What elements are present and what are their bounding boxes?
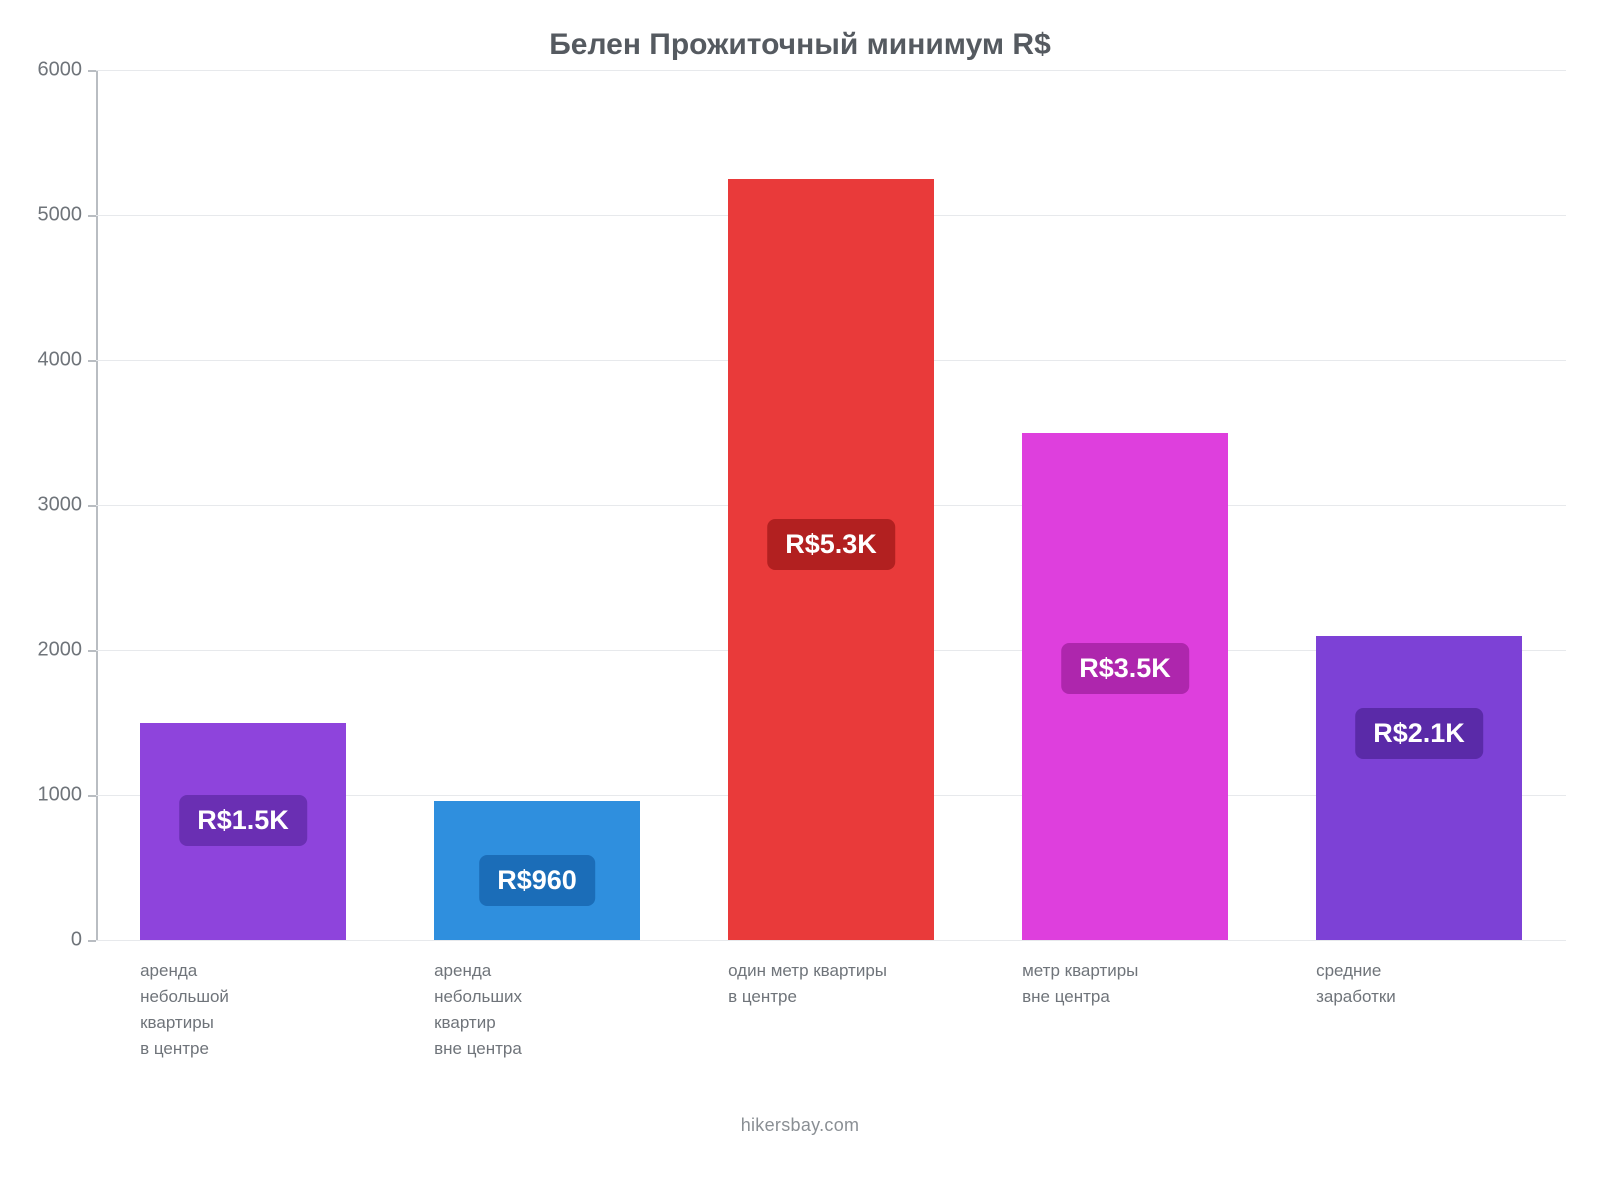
x-label-zone: аренда небольшой квартиры в центре bbox=[140, 958, 346, 1062]
y-tick-label: 6000 bbox=[38, 59, 97, 82]
bar-value-badge: R$3.5K bbox=[1061, 643, 1189, 694]
bar: R$2.1K bbox=[1316, 636, 1522, 941]
y-tick-label: 4000 bbox=[38, 349, 97, 372]
x-label-zone: один метр квартиры в центре bbox=[728, 958, 934, 1010]
plot-area: 0100020003000400050006000R$1.5Kаренда не… bbox=[96, 70, 1566, 940]
bar: R$960 bbox=[434, 801, 640, 940]
bar: R$5.3K bbox=[728, 179, 934, 940]
x-tick-label: средние заработки bbox=[1316, 958, 1522, 1010]
x-label-zone: аренда небольших квартир вне центра bbox=[434, 958, 640, 1062]
bar-value-badge: R$1.5K bbox=[179, 795, 307, 846]
x-label-zone: метр квартиры вне центра bbox=[1022, 958, 1228, 1010]
x-label-zone: средние заработки bbox=[1316, 958, 1522, 1010]
bar: R$3.5K bbox=[1022, 433, 1228, 941]
bar-value-badge: R$960 bbox=[479, 855, 595, 906]
x-tick-label: аренда небольших квартир вне центра bbox=[434, 958, 640, 1062]
y-tick-label: 5000 bbox=[38, 204, 97, 227]
grid-line bbox=[96, 940, 1566, 941]
chart-title: Белен Прожиточный минимум R$ bbox=[0, 28, 1600, 62]
y-tick-label: 0 bbox=[71, 929, 96, 952]
grid-line bbox=[96, 70, 1566, 71]
x-tick-label: один метр квартиры в центре bbox=[728, 958, 934, 1010]
bar: R$1.5K bbox=[140, 723, 346, 941]
x-tick-label: метр квартиры вне центра bbox=[1022, 958, 1228, 1010]
source-text: hikersbay.com bbox=[0, 1115, 1600, 1136]
bar-value-badge: R$2.1K bbox=[1355, 708, 1483, 759]
bar-value-badge: R$5.3K bbox=[767, 519, 895, 570]
y-tick-label: 1000 bbox=[38, 784, 97, 807]
y-tick-label: 3000 bbox=[38, 494, 97, 517]
x-tick-label: аренда небольшой квартиры в центре bbox=[140, 958, 346, 1062]
chart-container: Белен Прожиточный минимум R$ 01000200030… bbox=[0, 0, 1600, 1200]
y-tick-label: 2000 bbox=[38, 639, 97, 662]
